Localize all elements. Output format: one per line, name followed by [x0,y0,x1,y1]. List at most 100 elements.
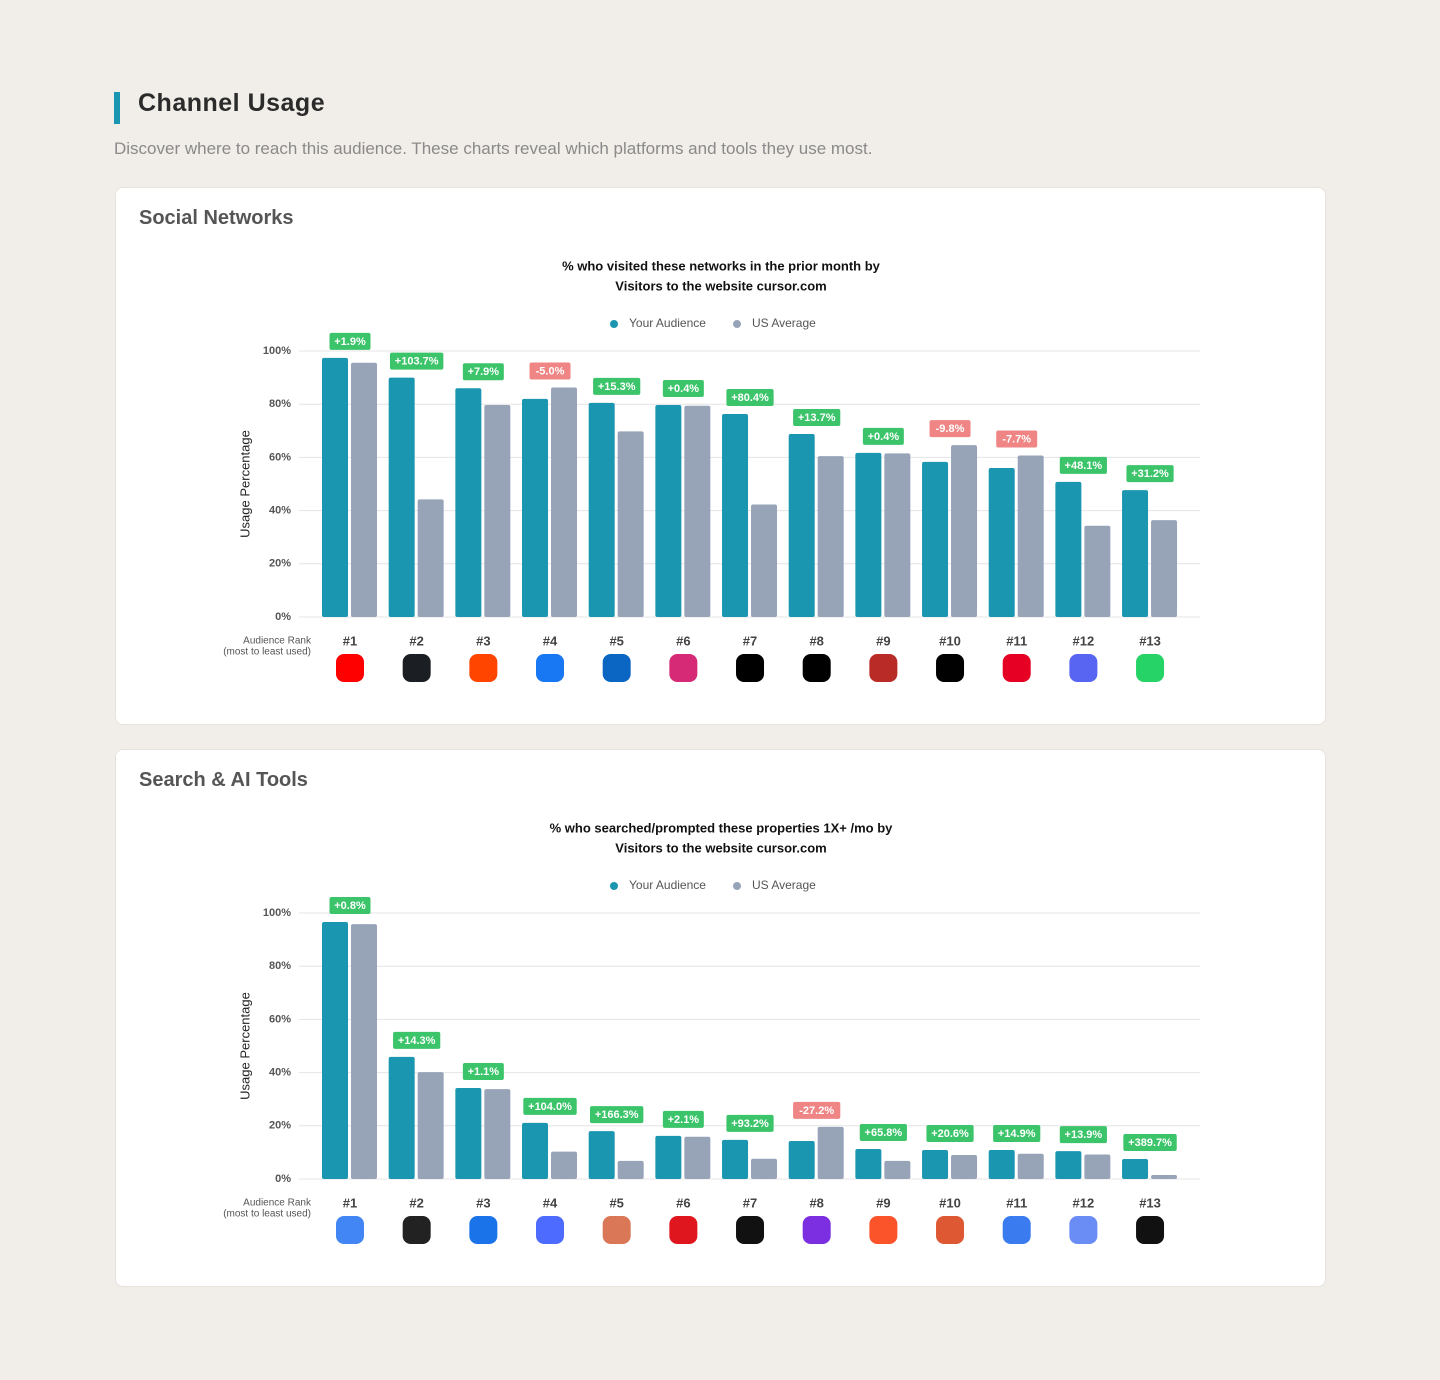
bar [1122,490,1149,617]
rank-label: #5 [609,633,623,648]
delta-badge [993,1125,1041,1143]
legend-marker [733,882,741,890]
bar [588,1131,615,1179]
bar [1055,1151,1082,1179]
y-tick-label: 60% [269,451,291,463]
legend-label: US Average [752,316,816,330]
bar [884,1160,911,1179]
bar [455,388,482,617]
rank-label: #8 [809,1195,823,1210]
rank-label: #7 [743,1195,757,1210]
bar [855,452,882,617]
delta-badge [1059,1126,1107,1144]
delta-label: +14.3% [398,1035,436,1047]
delta-label: +48.1% [1065,460,1103,472]
bar [951,445,978,617]
rank-label: #11 [1006,1195,1027,1210]
card: Social Networks % who visited these netw… [115,187,1326,725]
delta-badge [462,363,504,381]
delta-label: +0.4% [868,431,900,443]
bar [351,924,377,1179]
page-title: Channel Usage [138,89,326,117]
bar [388,377,415,617]
card-title: Search & AI Tools [139,769,308,791]
card-title: Social Networks [139,207,294,229]
platform-icon [469,1216,498,1244]
chart-title: % who searched/prompted these properties… [550,820,894,835]
delta-badge [929,420,971,438]
y-tick-label: 0% [275,611,291,623]
bar [751,504,778,617]
delta-label: +0.4% [668,383,700,395]
y-tick-label: 100% [263,907,291,919]
rank-label: #12 [1073,633,1095,648]
delta-badge [523,1097,577,1115]
delta-label: +1.9% [334,336,366,348]
bar [922,1150,949,1179]
delta-label: +65.8% [865,1127,903,1139]
bar [484,404,511,617]
delta-badge [859,1123,907,1141]
y-axis-label: Usage Percentage [237,430,252,538]
delta-badge [862,427,904,445]
bar [788,1140,815,1179]
bar [951,1155,978,1179]
rank-label: #11 [1006,633,1027,648]
x-axis-label-note: (most to least used) [223,1209,311,1220]
platform-icon [336,654,364,682]
page-subtitle: Discover where to reach this audience. T… [114,139,873,158]
bar [322,922,348,1179]
bar [684,1136,711,1179]
rank-label: #6 [676,633,690,648]
platform-icon [1069,654,1098,682]
bar [655,404,682,617]
bar [617,431,644,617]
delta-label: +13.9% [1065,1129,1103,1141]
bar [1084,525,1111,617]
bar [322,357,348,617]
y-tick-label: 80% [269,960,291,972]
delta-label: +104.0% [528,1101,572,1113]
bar [455,1088,482,1179]
delta-badge [529,362,571,380]
delta-label: -9.8% [936,423,965,435]
rank-label: #12 [1073,1195,1095,1210]
y-tick-label: 20% [269,558,291,570]
legend-label: Your Audience [629,878,706,892]
y-tick-label: 0% [275,1173,291,1185]
delta-label: +7.9% [468,366,500,378]
bar [855,1148,882,1179]
platform-icon [736,1216,765,1244]
delta-label: +20.6% [931,1128,969,1140]
platform-icon [1002,1216,1031,1244]
delta-label: -7.7% [1002,433,1031,445]
bar [417,1072,444,1179]
bar [788,433,815,617]
delta-label: +389.7% [1128,1137,1172,1149]
delta-badge [662,1110,704,1128]
title-accent [114,92,120,124]
bar [551,387,578,617]
delta-badge [926,1125,974,1143]
rank-label: #7 [743,633,757,648]
delta-badge [793,408,841,426]
delta-badge [593,377,641,395]
delta-label: +103.7% [395,356,439,368]
rank-label: #1 [343,633,357,648]
platform-icon [1069,1216,1098,1244]
delta-label: -5.0% [536,365,565,377]
bar [922,461,949,617]
bar [588,402,615,617]
delta-badge [662,379,704,397]
platform-icon [402,654,431,682]
delta-label: -27.2% [799,1105,834,1117]
rank-label: #3 [476,633,490,648]
rank-label: #2 [409,633,423,648]
bar [722,414,749,617]
bar [484,1089,511,1179]
card: Search & AI Tools % who searched/prompte… [115,749,1326,1287]
rank-label: #4 [543,1195,558,1210]
bar [751,1158,778,1179]
platform-icon [402,1216,431,1244]
